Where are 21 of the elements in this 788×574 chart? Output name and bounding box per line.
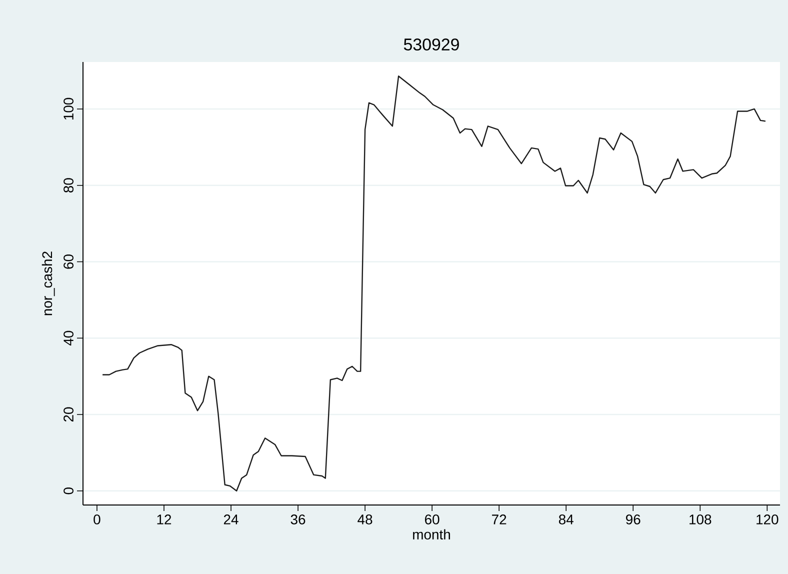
x-tick-label: 96 [626, 514, 640, 524]
y-tick-label: 100 [64, 98, 74, 120]
y-axis-title: nor_cash2 [42, 252, 55, 316]
line-series [102, 76, 766, 492]
x-tick-label: 12 [157, 514, 172, 524]
x-tick-label: 0 [94, 514, 100, 524]
x-tick-label: 72 [492, 514, 506, 524]
y-tick-label: 60 [64, 254, 74, 269]
y-tick-label: 80 [64, 178, 74, 192]
x-tick-label: 60 [425, 514, 440, 524]
x-tick-label: 108 [690, 514, 712, 524]
x-axis-title: month [413, 529, 450, 540]
x-tick-label: 24 [224, 514, 238, 524]
y-tick-label: 0 [64, 488, 74, 494]
x-tick-label: 120 [756, 514, 778, 524]
x-tick-label: 36 [290, 514, 306, 524]
x-tick-label: 84 [558, 514, 574, 524]
x-tick-label: 48 [358, 514, 372, 524]
y-tick-label: 20 [64, 407, 74, 422]
chart-title: 530929 [404, 38, 459, 51]
y-tick-label: 40 [64, 330, 74, 346]
